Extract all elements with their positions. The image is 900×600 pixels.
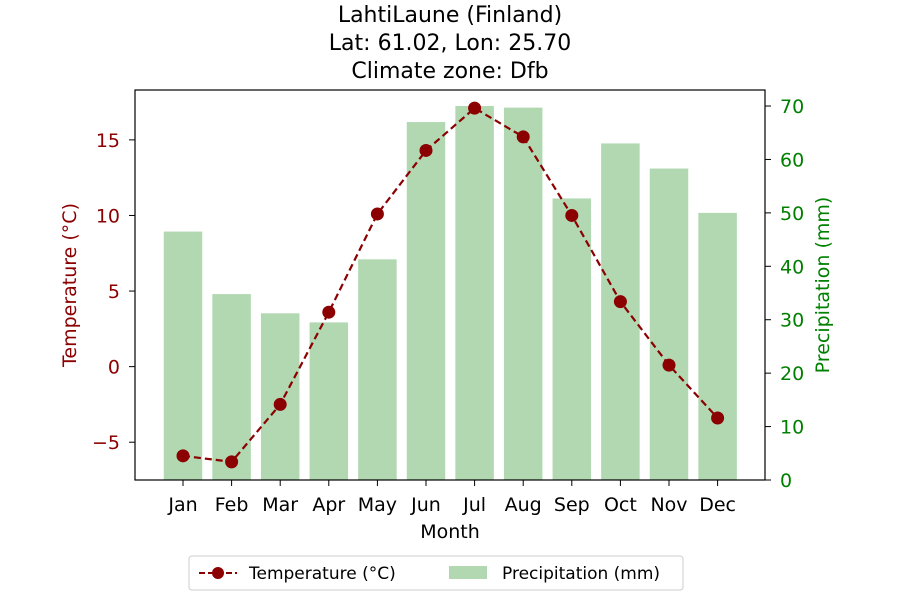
temperature-series-line (182, 106, 719, 464)
x-tick-label: Sep (554, 494, 590, 516)
y-left-tick-label: 10 (96, 205, 120, 227)
y-right-tick-label: 20 (780, 363, 804, 385)
temperature-point-apr (322, 305, 336, 319)
precipitation-bar-oct (601, 143, 640, 480)
precipitation-bar-feb (212, 294, 251, 480)
x-tick-label: Oct (604, 494, 637, 516)
precipitation-bar-aug (503, 107, 543, 481)
x-tick-label: Feb (215, 494, 249, 516)
x-tick-label: May (358, 494, 397, 516)
title-line-3: Climate zone: Dfb (351, 59, 548, 84)
temperature-point-dec (711, 411, 725, 425)
precipitation-bar-jan (163, 231, 203, 480)
legend-temperature-marker-icon (212, 567, 224, 579)
y-right-tick-label: 0 (780, 470, 792, 492)
legend-box (188, 555, 684, 591)
temperature-point-oct (613, 295, 627, 309)
precipitation-bar-mar (260, 313, 300, 480)
y-axis-right: 0 10 20 30 40 50 60 70 (765, 96, 804, 492)
y-right-tick-label: 40 (780, 256, 804, 278)
y-left-tick-label: 15 (96, 130, 120, 152)
title-line-1: LahtiLaune (Finland) (338, 3, 562, 28)
x-tick-label: Apr (312, 494, 345, 516)
x-tick-label: Jun (410, 494, 441, 516)
x-axis: Jan Feb Mar Apr May Jun Jul Aug Sep Oct Nov Dec (167, 480, 736, 516)
x-tick-label: Jul (462, 494, 486, 516)
precipitation-bar-nov (649, 168, 689, 480)
x-tick-label: Nov (650, 494, 687, 516)
x-tick-label: Aug (505, 494, 542, 516)
plot-frame (134, 89, 766, 481)
x-tick-label: Mar (262, 494, 298, 516)
legend-temperature-label: Temperature (°C) (248, 564, 396, 584)
legend-precipitation-label: Precipitation (mm) (502, 564, 660, 584)
legend-precipitation-swatch-icon (449, 566, 487, 579)
x-tick-label: Jan (167, 494, 197, 516)
y-left-tick-label: −5 (92, 432, 120, 454)
x-tick-label: Dec (699, 494, 736, 516)
temperature-point-aug (516, 130, 530, 144)
y-axis-left-label: Temperature (°C) (59, 203, 81, 368)
temperature-point-feb (225, 455, 239, 469)
precipitation-bar-dec (698, 212, 737, 480)
precipitation-bar-jul (455, 106, 494, 480)
temperature-point-jul (468, 101, 482, 115)
temperature-point-jan (176, 449, 190, 463)
precipitation-bar-apr (309, 322, 349, 480)
temperature-point-sep (565, 208, 579, 222)
title-line-2: Lat: 61.02, Lon: 25.70 (329, 31, 571, 56)
precipitation-bar-may (358, 259, 397, 480)
temperature-point-may (370, 207, 384, 221)
y-axis-right-label: Precipitation (mm) (812, 197, 834, 374)
temperature-point-jun (419, 143, 433, 157)
y-left-tick-label: 0 (108, 357, 120, 379)
y-right-tick-label: 70 (780, 96, 804, 118)
y-right-tick-label: 50 (780, 203, 804, 225)
y-right-tick-label: 10 (780, 417, 804, 439)
temperature-line (176, 101, 725, 469)
temperature-point-mar (273, 397, 287, 411)
legend: Temperature (°C) Precipitation (mm) (188, 555, 684, 591)
chart-title: LahtiLaune (Finland) Lat: 61.02, Lon: 25… (329, 3, 571, 84)
y-right-tick-label: 30 (780, 310, 804, 332)
precipitation-bars (163, 106, 737, 481)
y-axis-left: −5 0 5 10 15 (92, 130, 135, 454)
y-right-tick-label: 60 (780, 149, 804, 171)
precipitation-bar-sep (552, 198, 592, 480)
y-left-tick-label: 5 (108, 281, 120, 303)
temperature-point-nov (662, 358, 676, 372)
precipitation-bar-jun (406, 122, 446, 480)
x-axis-label: Month (420, 521, 480, 543)
